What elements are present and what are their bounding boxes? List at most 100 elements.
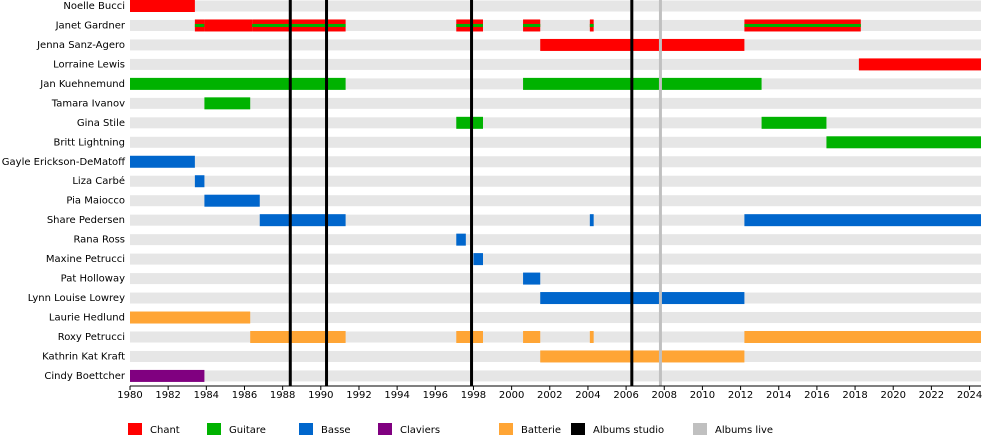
member-bar bbox=[523, 77, 762, 90]
x-tick-label: 2020 bbox=[881, 390, 906, 401]
member-bar-stripe bbox=[456, 23, 483, 27]
member-bar bbox=[204, 97, 251, 110]
row-band bbox=[130, 97, 981, 109]
member-name: Kathrin Kat Kraft bbox=[42, 351, 125, 362]
legend-swatch bbox=[499, 423, 513, 435]
member-bar bbox=[523, 272, 541, 285]
member-bar-stripe bbox=[589, 23, 594, 27]
legend-label: Albums studio bbox=[593, 425, 664, 436]
member-bar bbox=[540, 350, 745, 363]
member-bar bbox=[456, 330, 483, 343]
legend-swatch bbox=[207, 423, 221, 435]
member-bar bbox=[130, 311, 251, 324]
member-name: Gayle Erickson-DeMatoff bbox=[2, 157, 126, 168]
member-bar-stripe bbox=[744, 23, 861, 27]
x-tick-label: 1992 bbox=[346, 390, 371, 401]
x-tick-label: 1994 bbox=[384, 390, 409, 401]
row-band bbox=[130, 136, 981, 148]
legend-label: Chant bbox=[150, 425, 180, 436]
member-bar bbox=[761, 116, 827, 129]
member-bar bbox=[456, 233, 466, 246]
legend-label: Guitare bbox=[229, 425, 266, 436]
member-bar bbox=[589, 330, 594, 343]
row-band bbox=[130, 0, 981, 12]
member-bar bbox=[456, 116, 483, 129]
legend-label: Batterie bbox=[521, 425, 561, 436]
row-band bbox=[130, 175, 981, 187]
member-bar bbox=[473, 253, 483, 266]
x-tick-label: 1986 bbox=[232, 390, 257, 401]
member-bar bbox=[259, 214, 346, 227]
member-name: Pia Maiocco bbox=[66, 196, 125, 207]
row-band bbox=[130, 58, 981, 70]
legend-label: Albums live bbox=[715, 425, 773, 436]
member-bar bbox=[194, 175, 205, 188]
x-tick-label: 1988 bbox=[270, 390, 295, 401]
legend-swatch bbox=[571, 423, 585, 435]
x-tick-label: 2006 bbox=[613, 390, 638, 401]
x-tick-label: 2004 bbox=[575, 390, 600, 401]
member-bar bbox=[204, 194, 260, 207]
member-name: Britt Lightning bbox=[53, 137, 125, 148]
x-tick-label: 1980 bbox=[117, 390, 142, 401]
member-name: Laurie Hedlund bbox=[49, 313, 125, 324]
member-bar bbox=[130, 155, 195, 168]
x-tick-label: 2012 bbox=[728, 390, 753, 401]
x-tick-label: 1998 bbox=[461, 390, 486, 401]
member-bar bbox=[589, 214, 594, 227]
member-name: Lynn Louise Lowrey bbox=[28, 293, 125, 304]
member-name: Rana Ross bbox=[73, 235, 125, 246]
member-bar bbox=[744, 214, 981, 227]
row-band bbox=[130, 331, 981, 343]
legend-swatch bbox=[299, 423, 313, 435]
member-bar bbox=[540, 38, 745, 51]
x-tick-label: 2010 bbox=[690, 390, 715, 401]
row-band bbox=[130, 370, 981, 382]
member-bar bbox=[204, 19, 253, 32]
x-tick-label: 1996 bbox=[423, 390, 448, 401]
member-bar-stripe bbox=[194, 23, 205, 27]
x-tick-label: 2014 bbox=[766, 390, 791, 401]
x-tick-label: 2000 bbox=[499, 390, 524, 401]
member-name: Tamara Ivanov bbox=[51, 98, 125, 109]
legend-swatch bbox=[128, 423, 142, 435]
member-bar bbox=[540, 292, 745, 305]
x-tick-label: 2008 bbox=[652, 390, 677, 401]
member-name: Jan Kuehnemund bbox=[39, 79, 125, 90]
member-name: Noelle Bucci bbox=[63, 1, 125, 12]
member-name: Maxine Petrucci bbox=[46, 254, 125, 265]
row-band bbox=[130, 234, 981, 246]
x-tick-label: 2024 bbox=[957, 390, 982, 401]
row-band bbox=[130, 19, 981, 31]
row-band bbox=[130, 156, 981, 168]
row-band bbox=[130, 195, 981, 207]
row-band bbox=[130, 312, 981, 324]
member-bar-stripe bbox=[252, 23, 346, 27]
row-band bbox=[130, 117, 981, 129]
x-tick-label: 2002 bbox=[537, 390, 562, 401]
row-band bbox=[130, 273, 981, 285]
row-band bbox=[130, 214, 981, 226]
member-name: Roxy Petrucci bbox=[58, 332, 125, 343]
legend-swatch bbox=[378, 423, 392, 435]
member-name: Jenna Sanz-Agero bbox=[36, 40, 125, 51]
member-bar bbox=[130, 369, 205, 382]
x-tick-label: 2022 bbox=[919, 390, 944, 401]
row-band bbox=[130, 253, 981, 265]
member-name: Pat Holloway bbox=[61, 274, 125, 285]
legend-swatch bbox=[693, 423, 707, 435]
member-bar bbox=[744, 330, 981, 343]
legend-label: Claviers bbox=[400, 425, 440, 436]
member-bar bbox=[523, 330, 541, 343]
member-name: Janet Gardner bbox=[55, 20, 126, 31]
x-tick-label: 2016 bbox=[804, 390, 829, 401]
member-bar bbox=[130, 0, 195, 12]
member-bar bbox=[130, 77, 346, 90]
member-bar bbox=[826, 136, 981, 149]
x-tick-label: 1990 bbox=[308, 390, 333, 401]
legend-label: Basse bbox=[321, 425, 351, 436]
x-tick-label: 1984 bbox=[194, 390, 219, 401]
member-name: Liza Carbé bbox=[72, 175, 125, 187]
